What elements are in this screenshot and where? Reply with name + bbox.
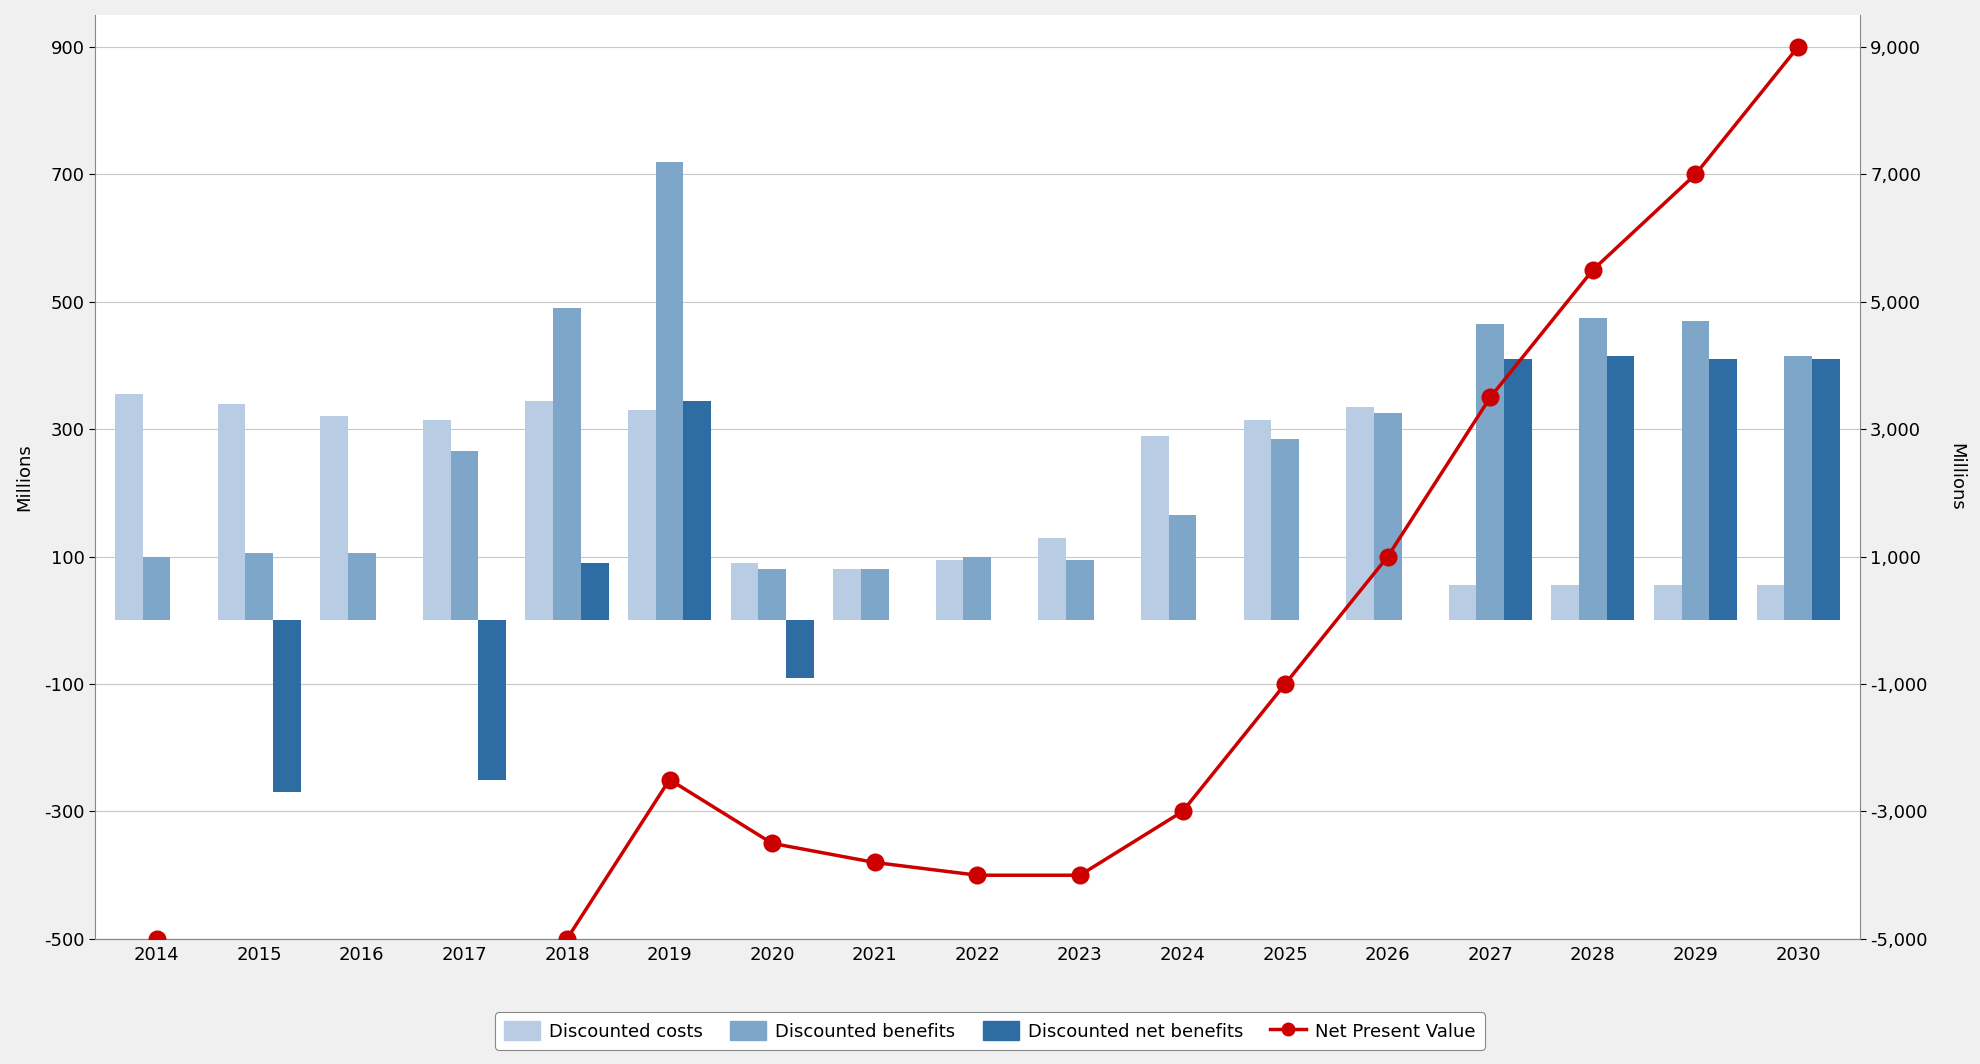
Bar <box>273 620 301 793</box>
Bar <box>246 553 273 620</box>
Y-axis label: Millions: Millions <box>1946 443 1964 511</box>
Bar <box>552 309 580 620</box>
Bar <box>937 560 964 620</box>
Bar <box>218 403 246 620</box>
Legend: Discounted costs, Discounted benefits, Discounted net benefits, Net Present Valu: Discounted costs, Discounted benefits, D… <box>495 1012 1485 1050</box>
Y-axis label: Millions: Millions <box>16 443 34 511</box>
Bar <box>424 419 451 620</box>
Bar <box>580 563 608 620</box>
Bar <box>1812 359 1839 620</box>
Bar <box>1681 321 1709 620</box>
Bar <box>1477 325 1505 620</box>
Bar <box>834 569 861 620</box>
Bar <box>1756 585 1784 620</box>
Bar <box>321 416 348 620</box>
Bar <box>1346 406 1374 620</box>
Bar <box>1653 585 1681 620</box>
Bar <box>861 569 889 620</box>
Bar <box>683 400 711 620</box>
Bar <box>1578 318 1606 620</box>
Bar <box>655 162 683 620</box>
Bar <box>143 556 170 620</box>
Bar <box>731 563 758 620</box>
Bar <box>1271 438 1299 620</box>
Bar <box>1552 585 1578 620</box>
Bar <box>1784 355 1812 620</box>
Bar <box>1709 359 1736 620</box>
Bar <box>348 553 376 620</box>
Bar <box>786 620 814 678</box>
Bar <box>628 410 655 620</box>
Bar <box>1168 515 1196 620</box>
Bar <box>964 556 992 620</box>
Bar <box>1243 419 1271 620</box>
Bar <box>1140 435 1168 620</box>
Bar <box>1038 537 1065 620</box>
Bar <box>758 569 786 620</box>
Bar <box>525 400 552 620</box>
Bar <box>479 620 507 780</box>
Bar <box>1606 355 1634 620</box>
Bar <box>1065 560 1093 620</box>
Bar <box>1374 413 1402 620</box>
Bar <box>1505 359 1533 620</box>
Bar <box>1449 585 1477 620</box>
Bar <box>115 394 143 620</box>
Bar <box>451 451 479 620</box>
